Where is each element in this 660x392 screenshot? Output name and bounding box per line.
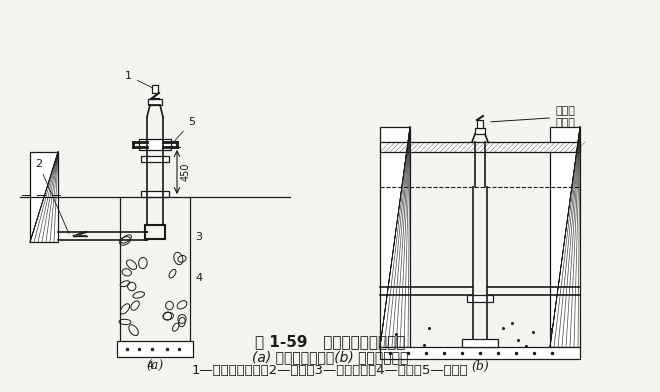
Text: 地下式
消火栓: 地下式 消火栓	[491, 106, 575, 128]
Text: 2: 2	[35, 159, 69, 234]
Text: 1—地上式消火栓；2—阀门；3—弯管底座；4—卵石；5—排水口: 1—地上式消火栓；2—阀门；3—弯管底座；4—卵石；5—排水口	[191, 363, 469, 376]
Bar	[462, 339, 498, 347]
Text: 5: 5	[173, 117, 195, 143]
Text: 4: 4	[195, 273, 202, 283]
Bar	[148, 99, 162, 105]
Bar	[380, 347, 580, 359]
Bar	[152, 85, 158, 93]
Text: 图 1-59   室外消火栓安装形式: 图 1-59 室外消火栓安装形式	[255, 334, 405, 350]
Bar	[475, 128, 485, 134]
Bar	[467, 295, 493, 302]
Text: (b): (b)	[471, 360, 489, 373]
Bar	[141, 191, 169, 197]
Text: 3: 3	[195, 232, 202, 242]
Bar	[30, 152, 58, 242]
Bar	[380, 142, 580, 152]
Text: 1: 1	[125, 71, 152, 88]
Bar	[141, 156, 169, 162]
Text: (a): (a)	[147, 360, 164, 373]
Text: 450: 450	[181, 163, 191, 181]
Bar	[117, 341, 193, 357]
Text: 4: 4	[147, 361, 154, 371]
Bar	[477, 120, 483, 128]
Bar	[550, 127, 580, 347]
Text: (a) 地上式消火栓；(b) 地下式消火栓: (a) 地上式消火栓；(b) 地下式消火栓	[252, 350, 408, 364]
Bar	[380, 127, 410, 347]
Bar	[139, 139, 171, 150]
